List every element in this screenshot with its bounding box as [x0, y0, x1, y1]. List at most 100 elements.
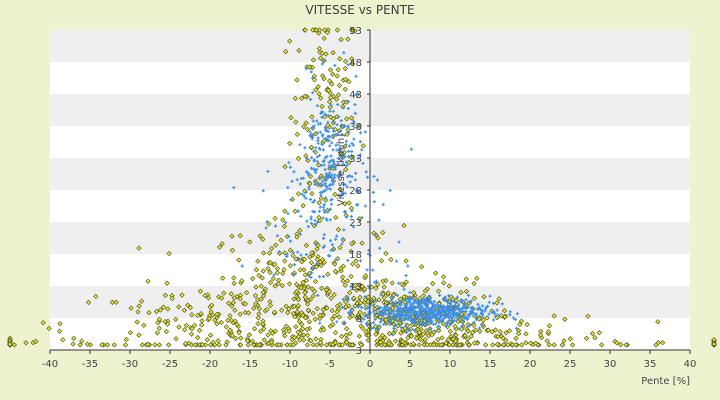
- data-point: [294, 77, 300, 83]
- data-point: [353, 258, 359, 264]
- data-point: [360, 325, 366, 331]
- data-point: [335, 92, 342, 98]
- data-point: [372, 174, 376, 179]
- data-point: [214, 311, 220, 317]
- data-point: [459, 298, 463, 302]
- data-point: [292, 170, 296, 174]
- data-point: [417, 321, 422, 326]
- data-point: [396, 312, 400, 316]
- data-point: [481, 315, 485, 319]
- data-point: [497, 329, 503, 335]
- data-point: [256, 342, 262, 348]
- data-point: [212, 317, 218, 323]
- data-point: [294, 288, 300, 295]
- data-point: [256, 306, 263, 312]
- data-point: [489, 329, 495, 335]
- data-point: [220, 275, 226, 281]
- data-point: [229, 333, 235, 339]
- data-point: [378, 309, 382, 313]
- data-point: [441, 317, 445, 321]
- data-point: [305, 219, 309, 223]
- data-point: [424, 298, 428, 302]
- data-point: [311, 91, 315, 95]
- data-point: [397, 301, 401, 306]
- data-point: [345, 36, 351, 42]
- data-point: [250, 275, 256, 282]
- data-point: [338, 146, 342, 150]
- data-point: [113, 299, 119, 305]
- data-point: [315, 220, 320, 225]
- data-point: [315, 104, 319, 108]
- data-point: [309, 250, 315, 256]
- data-point: [354, 74, 358, 78]
- data-point: [265, 265, 271, 272]
- data-point: [331, 148, 335, 152]
- data-point: [350, 209, 354, 213]
- data-point: [390, 330, 397, 336]
- data-point: [451, 315, 455, 319]
- data-point: [360, 143, 366, 149]
- x-tick-label: 15: [484, 359, 497, 370]
- data-point: [298, 232, 303, 236]
- data-point: [179, 292, 185, 298]
- data-point: [350, 149, 354, 154]
- data-point: [243, 290, 250, 296]
- data-point: [464, 307, 468, 311]
- data-point: [318, 95, 324, 101]
- data-point: [476, 302, 480, 306]
- data-point: [412, 299, 417, 303]
- data-point: [428, 327, 432, 332]
- data-point: [435, 288, 442, 294]
- data-point: [533, 340, 539, 346]
- data-point: [592, 334, 598, 341]
- data-point: [267, 279, 274, 286]
- x-tick-label: 10: [444, 359, 457, 370]
- data-point: [427, 300, 431, 304]
- data-point: [303, 146, 307, 150]
- data-point: [376, 312, 380, 316]
- data-point: [320, 190, 324, 194]
- data-point: [503, 330, 509, 336]
- data-point: [364, 170, 368, 174]
- data-point: [376, 328, 380, 332]
- data-point: [479, 311, 484, 315]
- data-point: [378, 339, 384, 345]
- data-point: [272, 261, 278, 267]
- data-point: [416, 305, 420, 310]
- data-point: [296, 257, 300, 261]
- data-point: [342, 321, 346, 325]
- data-point: [567, 336, 573, 342]
- data-point: [348, 115, 355, 121]
- data-point: [422, 288, 429, 294]
- data-point: [660, 339, 666, 346]
- data-point: [145, 341, 151, 348]
- data-point: [471, 322, 477, 329]
- data-point: [332, 165, 336, 170]
- data-point: [475, 318, 479, 322]
- data-point: [162, 319, 168, 325]
- data-point: [272, 283, 278, 289]
- data-point: [437, 320, 441, 324]
- x-tick-label: -30: [122, 359, 138, 370]
- data-point: [455, 318, 461, 325]
- data-point: [356, 156, 360, 160]
- data-point: [123, 336, 129, 343]
- data-point: [457, 303, 461, 307]
- data-point: [495, 308, 499, 312]
- x-tick-label: -15: [242, 359, 258, 370]
- data-point: [375, 178, 380, 182]
- data-point: [315, 155, 319, 159]
- data-point: [445, 307, 450, 311]
- data-point: [279, 283, 285, 289]
- data-point: [314, 146, 318, 150]
- data-point: [614, 340, 620, 346]
- data-point: [406, 313, 410, 318]
- data-point: [332, 329, 339, 336]
- data-point: [209, 302, 215, 308]
- data-point: [333, 214, 339, 221]
- data-point: [444, 312, 449, 317]
- data-point: [331, 126, 335, 130]
- data-point: [354, 92, 359, 97]
- data-point: [221, 290, 227, 296]
- data-point: [255, 320, 261, 327]
